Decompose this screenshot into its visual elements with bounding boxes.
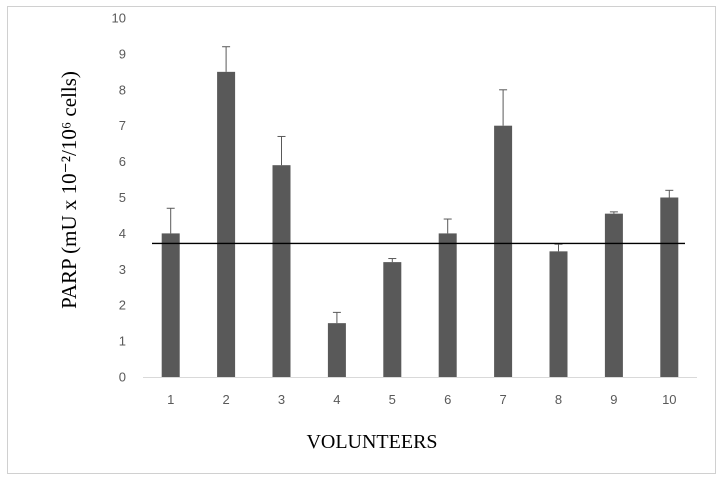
bar [161, 233, 180, 377]
bar [272, 165, 291, 377]
error-bars [166, 46, 674, 324]
y-tick-label: 3 [119, 262, 126, 277]
error-bar [665, 189, 674, 198]
y-axis-label: PARP (mU x 10⁻²/10⁶ cells) [57, 71, 81, 309]
x-tick-labels: 1 2 3 4 5 6 7 8 9 10 [167, 392, 676, 407]
y-tick-label: 8 [119, 82, 126, 97]
chart-frame [7, 6, 716, 474]
x-tick-label: 3 [278, 392, 285, 407]
y-tick-label: 5 [119, 190, 126, 205]
error-bar [388, 258, 397, 263]
x-axis-label: VOLUNTEERS [306, 431, 437, 453]
x-tick-label: 5 [389, 392, 396, 407]
error-bar [332, 311, 341, 324]
y-tick-label: 10 [112, 11, 126, 26]
bar [604, 213, 623, 377]
y-tick-label: 6 [119, 154, 126, 169]
y-tick-label: 7 [119, 118, 126, 133]
x-tick-label: 7 [499, 392, 506, 407]
x-tick-label: 10 [662, 392, 676, 407]
bar [327, 323, 346, 377]
bar [549, 251, 568, 377]
x-tick-label: 6 [444, 392, 451, 407]
x-tick-label: 1 [167, 392, 174, 407]
bar [438, 233, 457, 377]
error-bar [443, 218, 452, 234]
bar [383, 262, 402, 377]
bar-series [161, 71, 679, 377]
error-bar [554, 243, 563, 252]
bar [660, 197, 679, 377]
x-tick-label: 9 [610, 392, 617, 407]
error-bar [166, 207, 175, 234]
y-tick-label: 2 [119, 298, 126, 313]
error-bar [222, 46, 231, 72]
error-bar [499, 89, 508, 126]
x-tick-label: 8 [555, 392, 562, 407]
error-bar [609, 211, 618, 214]
y-tick-labels: 0 1 2 3 4 5 6 7 8 9 10 [112, 11, 126, 385]
bar [217, 71, 236, 377]
y-tick-label: 4 [119, 226, 126, 241]
bar [494, 125, 513, 377]
x-tick-label: 4 [333, 392, 340, 407]
error-bar [277, 135, 286, 166]
y-tick-label: 0 [119, 370, 126, 385]
x-tick-label: 2 [222, 392, 229, 407]
y-tick-label: 1 [119, 334, 126, 349]
y-tick-label: 9 [119, 46, 126, 61]
